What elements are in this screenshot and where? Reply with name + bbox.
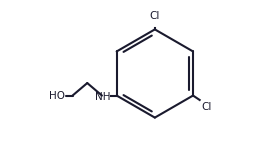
- Text: Cl: Cl: [150, 11, 160, 21]
- Text: NH: NH: [95, 92, 110, 102]
- Text: Cl: Cl: [201, 102, 211, 112]
- Text: HO: HO: [49, 91, 65, 101]
